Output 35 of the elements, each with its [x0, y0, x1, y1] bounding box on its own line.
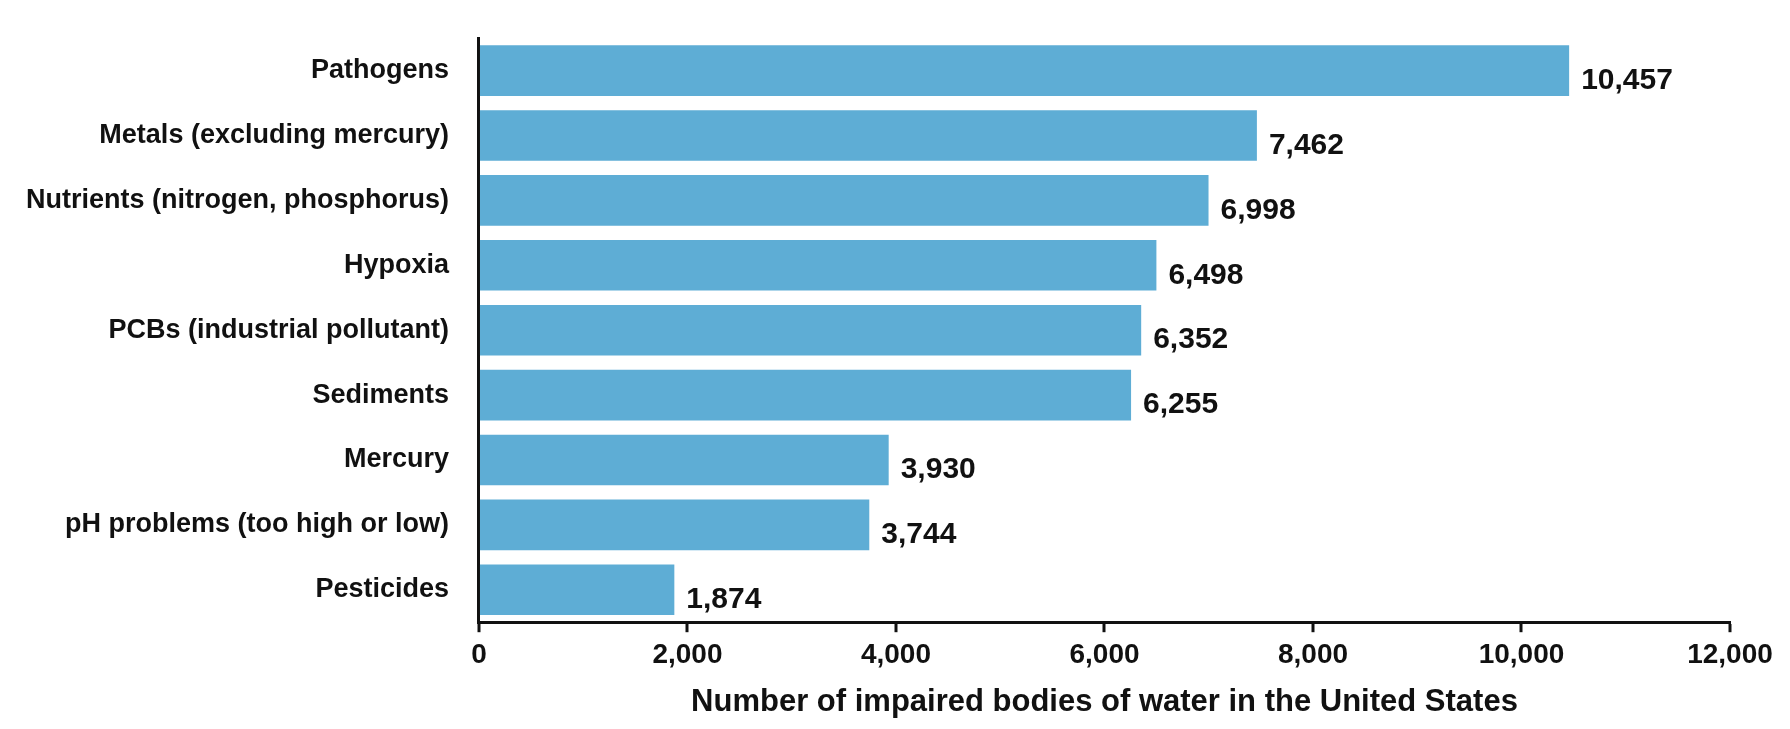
data-label: 6,998	[1220, 191, 1296, 225]
bar	[479, 564, 675, 616]
bar	[479, 110, 1257, 161]
data-label: 3,744	[881, 516, 957, 550]
x-tick-label: 2,000	[652, 637, 723, 669]
x-tick-label: 0	[471, 637, 487, 669]
bar	[479, 240, 1157, 291]
y-tick-label: Sediments	[312, 378, 449, 409]
data-label: 10,457	[1581, 61, 1673, 95]
y-tick-label: Mercury	[343, 443, 449, 474]
bar	[479, 434, 889, 486]
y-tick-label: Metals (excluding mercury)	[99, 118, 449, 149]
y-tick-label: pH problems (too high or low)	[65, 508, 449, 539]
bar	[479, 175, 1209, 226]
bar	[479, 304, 1142, 356]
y-tick-label: Pathogens	[310, 54, 449, 85]
x-axis-title: Number of impaired bodies of water in the United States	[691, 682, 1518, 718]
x-tick-label: 8,000	[1277, 637, 1349, 669]
y-tick-label: Nutrients (nitrogen, phosphorus)	[25, 183, 449, 214]
x-tick-label: 12,000	[1687, 637, 1773, 669]
x-tick-label: 10,000	[1478, 637, 1565, 669]
bar	[479, 45, 1570, 96]
x-tick-label: 4,000	[860, 637, 932, 669]
data-label: 6,255	[1143, 386, 1219, 420]
data-label: 6,352	[1153, 321, 1229, 355]
y-tick-label: Pesticides	[315, 573, 449, 604]
data-label: 7,462	[1268, 126, 1344, 160]
y-tick-label: PCBs (industrial pollutant)	[108, 313, 449, 344]
data-label: 6,498	[1168, 256, 1244, 290]
data-label: 1,874	[686, 581, 762, 615]
data-label: 3,930	[900, 451, 976, 485]
x-tick-label: 6,000	[1069, 637, 1140, 669]
bar	[479, 499, 870, 551]
bar	[479, 369, 1132, 421]
y-tick-label: Hypoxia	[343, 248, 450, 279]
